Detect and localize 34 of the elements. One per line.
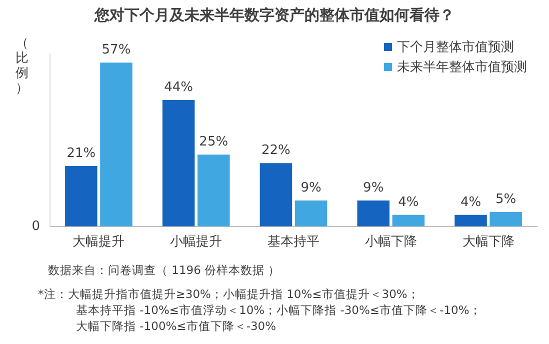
data-label: 5% [496,192,516,207]
text: *注：大幅提升指市值提升≥30%；小幅提升指 10%≤市值提升＜30%； [38,286,420,302]
bar [454,214,487,226]
text: 基本持平指 -10%≤市值浮动＜10%；小幅下降指 -30%≤市值下降＜-10%； [75,302,482,318]
x-tick-label: 大幅下降 [462,234,514,250]
data-label: 57% [102,42,131,58]
text: 数据来自：问卷调查（ 1196 份样本数据 ） [48,262,282,278]
x-tick-label: 大幅提升 [72,234,125,250]
bar [490,212,522,226]
bar [357,200,390,226]
x-tick-label: 小幅提升 [170,234,222,250]
x-tick-label: 基本持平 [268,234,320,250]
legend-label: 未来半年整体市值预测 [396,59,527,77]
data-label: 44% [164,80,194,95]
legend-label: 下个月整体市值预测 [396,39,515,57]
bar [294,200,328,226]
data-label: 4% [398,194,419,210]
data-label: 25% [199,134,228,150]
data-label: 9% [363,180,384,196]
data-label: 22% [262,143,290,158]
text: 0 [32,218,40,234]
text: 大幅下降指 -100%≤市值下降＜-30% [75,318,278,334]
data-label: 21% [66,146,96,161]
data-label: 9% [300,180,322,196]
y-axis-title: （比例） [14,36,30,96]
bar [392,214,425,226]
x-tick-label: 小幅下降 [364,234,417,250]
bar [162,100,195,226]
data-label: 4% [460,194,482,210]
bar [100,62,132,226]
bar [260,163,292,226]
bar [65,166,98,226]
bar [198,154,230,226]
chart-title: 您对下个月及未来半年数字资产的整体市值如何看待？ [93,6,456,25]
